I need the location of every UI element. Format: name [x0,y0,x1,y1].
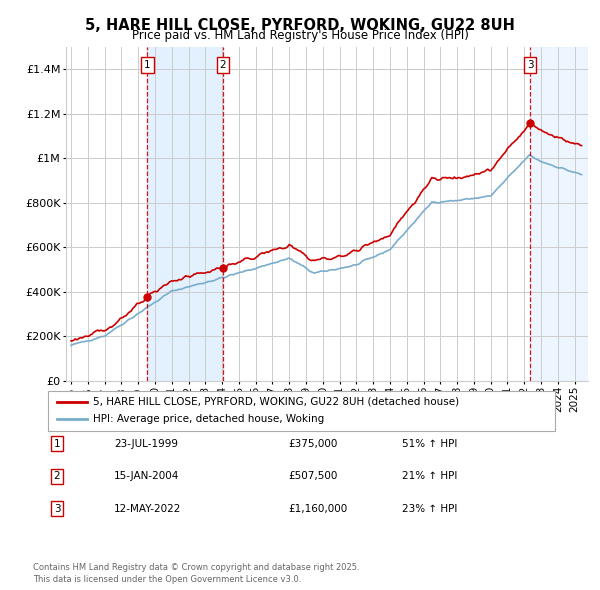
Text: 5, HARE HILL CLOSE, PYRFORD, WOKING, GU22 8UH (detached house): 5, HARE HILL CLOSE, PYRFORD, WOKING, GU2… [93,397,459,407]
Text: 12-MAY-2022: 12-MAY-2022 [114,504,181,513]
Text: 3: 3 [53,504,61,513]
Text: 51% ↑ HPI: 51% ↑ HPI [402,439,457,448]
Text: HPI: Average price, detached house, Woking: HPI: Average price, detached house, Woki… [93,414,324,424]
Text: £375,000: £375,000 [288,439,337,448]
Text: 2: 2 [53,471,61,481]
Text: This data is licensed under the Open Government Licence v3.0.: This data is licensed under the Open Gov… [33,575,301,584]
Text: 23% ↑ HPI: 23% ↑ HPI [402,504,457,513]
Text: 23-JUL-1999: 23-JUL-1999 [114,439,178,448]
Text: £1,160,000: £1,160,000 [288,504,347,513]
Text: 2: 2 [220,60,226,70]
Text: 1: 1 [53,439,61,448]
Text: £507,500: £507,500 [288,471,337,481]
Text: 1: 1 [144,60,151,70]
Text: Contains HM Land Registry data © Crown copyright and database right 2025.: Contains HM Land Registry data © Crown c… [33,563,359,572]
Bar [530,47,588,381]
Text: Price paid vs. HM Land Registry's House Price Index (HPI): Price paid vs. HM Land Registry's House … [131,30,469,42]
Bar [148,47,223,381]
Text: 21% ↑ HPI: 21% ↑ HPI [402,471,457,481]
Text: 15-JAN-2004: 15-JAN-2004 [114,471,179,481]
Text: 5, HARE HILL CLOSE, PYRFORD, WOKING, GU22 8UH: 5, HARE HILL CLOSE, PYRFORD, WOKING, GU2… [85,18,515,32]
Text: 3: 3 [527,60,533,70]
